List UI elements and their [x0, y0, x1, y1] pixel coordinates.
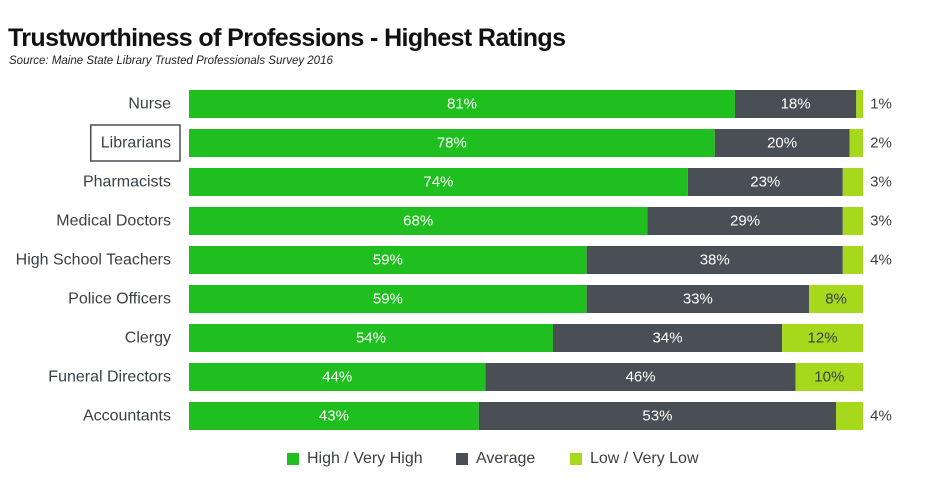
bar-segment-police-officers-high: [189, 285, 587, 313]
highlight-box: [89, 124, 181, 162]
data-label-accountants-low: 4%: [870, 408, 892, 425]
bar-segment-nurse-high: [189, 90, 735, 118]
legend-item-average: Average: [456, 450, 535, 468]
bar-segment-pharmacists-average: [687, 168, 843, 196]
data-label-funeral-directors-high: 44%: [322, 369, 352, 386]
bar-segment-high-school-teachers-low: [842, 246, 863, 274]
legend-label-average: Average: [476, 450, 536, 467]
data-label-police-officers-average: 33%: [683, 291, 713, 308]
bar-segment-police-officers-average: [586, 285, 810, 313]
legend-label-low: Low / Very Low: [590, 450, 699, 467]
legend-item-low: Low / Very Low: [570, 450, 699, 468]
bar-segment-librarians-high: [189, 129, 715, 157]
data-label-librarians-average: 20%: [767, 135, 797, 152]
bar-segment-high-school-teachers-high: [189, 246, 587, 274]
data-label-high-school-teachers-high: 59%: [373, 252, 403, 269]
legend-swatch-low: [570, 453, 582, 465]
bar-segment-pharmacists-high: [189, 168, 688, 196]
bar-segment-accountants-average: [478, 402, 837, 430]
bar-segment-high-school-teachers-average: [586, 246, 843, 274]
bar-segment-funeral-directors-high: [189, 363, 486, 391]
data-label-medical-doctors-high: 68%: [403, 213, 433, 230]
data-label-nurse-high: 81%: [447, 96, 477, 113]
data-label-accountants-average: 53%: [642, 408, 672, 425]
chart-source: Source: Maine State Library Trusted Prof…: [9, 55, 333, 67]
data-label-pharmacists-average: 23%: [750, 174, 780, 191]
category-label-nurse: Nurse: [128, 96, 171, 113]
data-label-funeral-directors-low: 10%: [814, 369, 844, 386]
data-label-nurse-low: 1%: [870, 96, 892, 113]
legend: High / Very High Average Low / Very Low: [0, 450, 937, 474]
bar-segment-librarians-average: [714, 129, 850, 157]
data-label-funeral-directors-average: 46%: [626, 369, 656, 386]
legend-item-high: High / Very High: [287, 450, 423, 468]
data-label-pharmacists-high: 74%: [423, 174, 453, 191]
data-label-pharmacists-low: 3%: [870, 174, 892, 191]
data-label-medical-doctors-average: 29%: [730, 213, 760, 230]
data-label-medical-doctors-low: 3%: [870, 213, 892, 230]
category-label-medical-doctors: Medical Doctors: [56, 213, 171, 230]
legend-swatch-average: [456, 453, 468, 465]
category-label-funeral-directors: Funeral Directors: [48, 369, 171, 386]
bar-segment-accountants-low: [836, 402, 863, 430]
data-label-accountants-high: 43%: [319, 408, 349, 425]
data-label-clergy-average: 34%: [653, 330, 683, 347]
bar-segment-funeral-directors-low: [795, 363, 863, 391]
data-label-nurse-average: 18%: [781, 96, 811, 113]
category-label-clergy: Clergy: [125, 330, 171, 347]
data-label-police-officers-low: 8%: [825, 291, 847, 308]
bar-segment-police-officers-low: [809, 285, 863, 313]
data-label-clergy-low: 12%: [808, 330, 838, 347]
category-label-pharmacists: Pharmacists: [83, 174, 171, 191]
chart-title: Trustworthiness of Professions - Highest…: [8, 24, 566, 52]
bar-segment-medical-doctors-high: [189, 207, 648, 235]
data-label-high-school-teachers-average: 38%: [700, 252, 730, 269]
data-label-clergy-high: 54%: [356, 330, 386, 347]
bar-segment-pharmacists-low: [842, 168, 863, 196]
data-label-librarians-low: 2%: [870, 135, 892, 152]
bar-segment-librarians-low: [849, 129, 863, 157]
bar-segment-nurse-low: [856, 90, 863, 118]
data-label-high-school-teachers-low: 4%: [870, 252, 892, 269]
bar-segment-clergy-low: [782, 324, 863, 352]
bar-segment-clergy-high: [189, 324, 553, 352]
legend-swatch-high: [287, 453, 299, 465]
stacked-bar-chart: Nurse 81% 18% 1% Librarians 78% 20% 2% Pharmacis…: [16, 90, 892, 430]
legend-label-high: High / Very High: [307, 450, 423, 467]
bar-segment-nurse-average: [734, 90, 857, 118]
bar-segment-medical-doctors-low: [842, 207, 863, 235]
bar-segment-clergy-average: [552, 324, 783, 352]
bar-segment-funeral-directors-average: [485, 363, 796, 391]
data-label-librarians-high: 78%: [437, 135, 467, 152]
data-label-police-officers-high: 59%: [373, 291, 403, 308]
bar-segment-accountants-high: [189, 402, 479, 430]
category-label-police-officers: Police Officers: [68, 291, 171, 308]
category-label-librarians: Librarians: [101, 135, 171, 152]
category-label-high-school-teachers: High School Teachers: [16, 252, 171, 269]
bar-segment-medical-doctors-average: [647, 207, 843, 235]
category-label-accountants: Accountants: [83, 408, 171, 425]
